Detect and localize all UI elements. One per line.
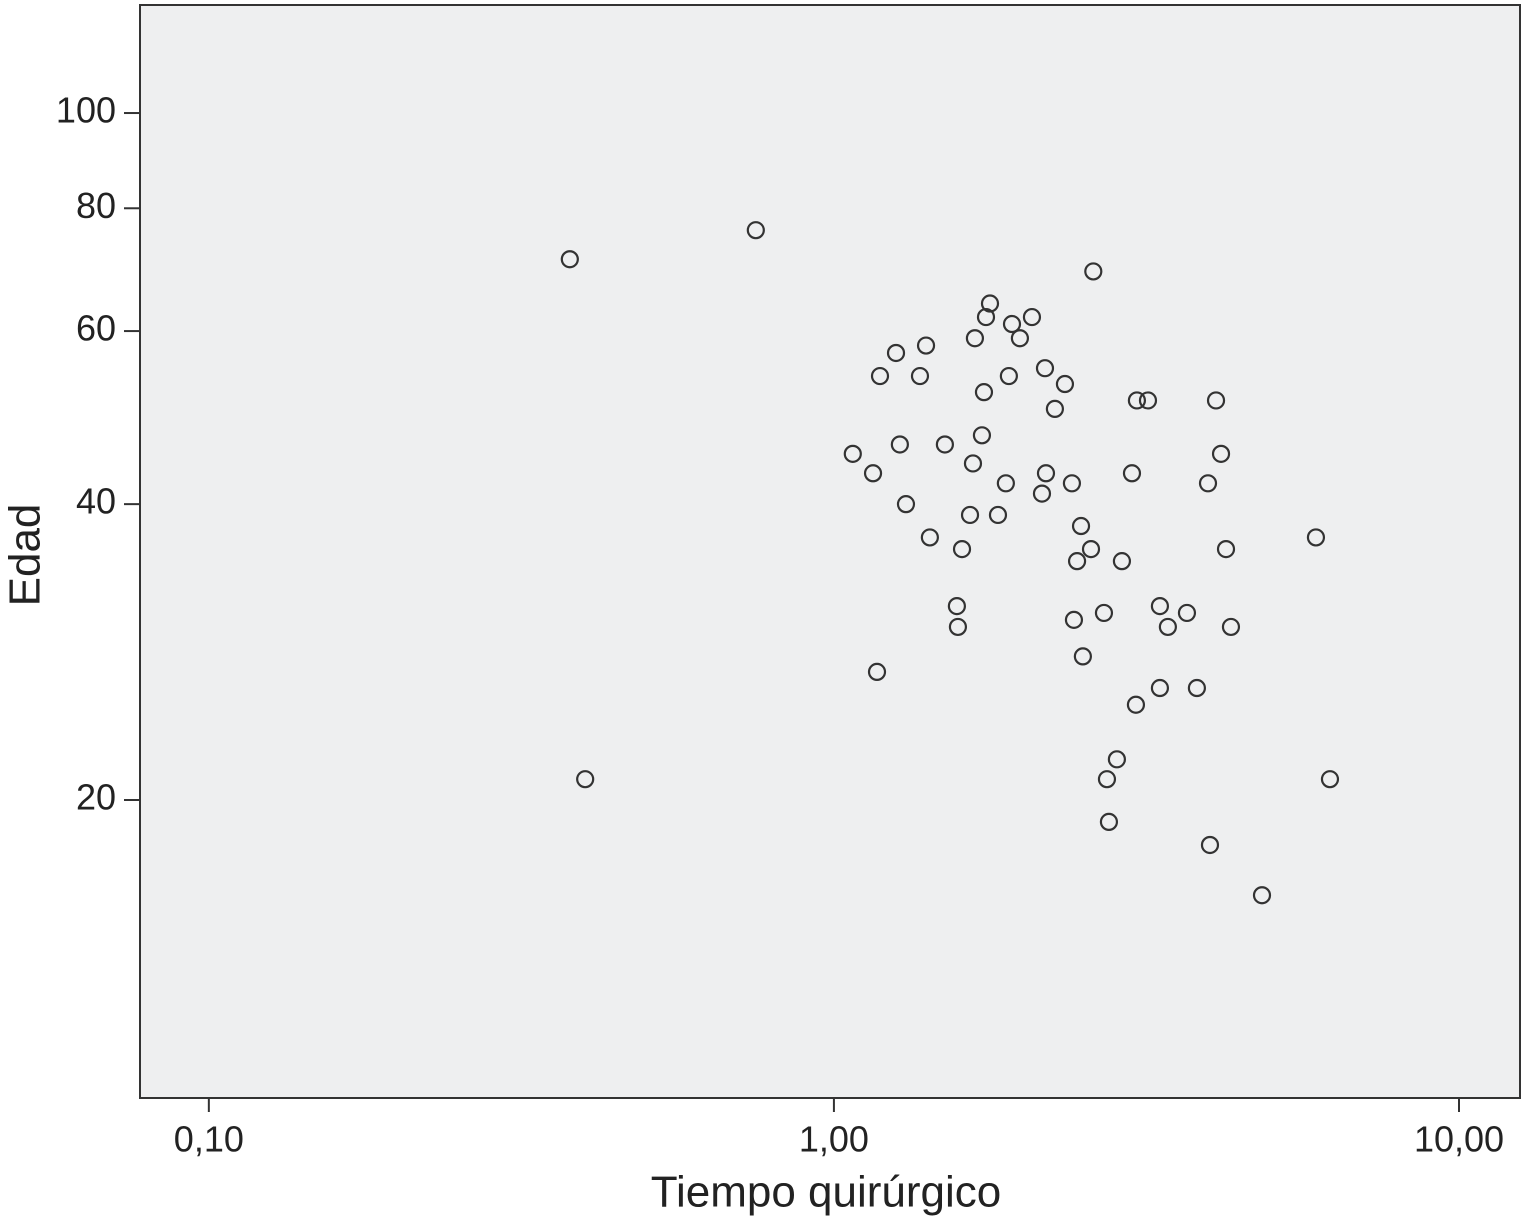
x-axis-title: Tiempo quirúrgico xyxy=(651,1168,1002,1217)
data-point xyxy=(1062,474,1082,493)
data-point xyxy=(890,435,909,454)
data-point xyxy=(896,495,916,514)
data-point xyxy=(1177,603,1197,623)
data-point xyxy=(886,343,906,363)
data-point xyxy=(863,464,883,483)
data-point xyxy=(1045,399,1065,418)
data-point xyxy=(963,454,983,473)
data-point xyxy=(948,617,968,637)
data-point xyxy=(947,597,966,616)
data-point xyxy=(972,426,992,445)
data-point xyxy=(1097,770,1117,789)
data-point xyxy=(1200,835,1220,855)
data-point xyxy=(1035,359,1055,378)
data-point xyxy=(1122,464,1142,483)
data-point xyxy=(988,505,1008,525)
data-point xyxy=(1081,540,1101,559)
data-point xyxy=(1064,610,1084,629)
data-point xyxy=(935,435,954,454)
data-point xyxy=(1094,603,1114,623)
data-point xyxy=(1126,695,1146,714)
data-point xyxy=(870,366,890,386)
data-point xyxy=(560,250,579,269)
data-point xyxy=(1198,474,1218,493)
data-point xyxy=(980,294,1000,313)
data-point xyxy=(960,505,980,525)
data-point xyxy=(1036,464,1056,483)
data-point xyxy=(1010,329,1030,348)
data-point xyxy=(952,540,972,559)
y-tick-label: 60 xyxy=(76,308,116,349)
data-point xyxy=(920,528,939,547)
data-point xyxy=(1073,647,1092,666)
data-point xyxy=(1071,516,1091,536)
data-point xyxy=(843,444,862,463)
data-point xyxy=(1107,750,1126,769)
data-point xyxy=(1211,444,1231,463)
data-point xyxy=(976,307,996,327)
data-point xyxy=(916,336,936,355)
data-point xyxy=(746,221,765,240)
data-point xyxy=(867,662,887,682)
data-point xyxy=(1032,484,1052,503)
x-tick-label: 10,00 xyxy=(1414,1119,1504,1160)
data-point xyxy=(1067,552,1087,571)
data-point xyxy=(999,366,1018,386)
data-point xyxy=(974,383,994,402)
data-point xyxy=(1138,391,1158,410)
data-point xyxy=(1320,770,1340,789)
data-point xyxy=(1002,314,1022,334)
y-tick-label: 80 xyxy=(76,185,116,226)
data-point xyxy=(965,329,985,348)
data-point xyxy=(1206,391,1226,410)
x-tick-label: 0,10 xyxy=(174,1119,244,1160)
y-axis-title: Edad xyxy=(1,504,50,607)
data-point xyxy=(1150,597,1170,616)
data-point xyxy=(1127,391,1147,410)
data-point xyxy=(1099,812,1119,831)
data-point xyxy=(1252,886,1272,905)
data-point xyxy=(1055,374,1075,394)
data-point xyxy=(1084,262,1103,281)
data-point xyxy=(1150,678,1170,698)
data-point xyxy=(1306,528,1326,547)
x-tick-label: 1,00 xyxy=(799,1119,869,1160)
data-point xyxy=(1158,617,1177,637)
data-point xyxy=(1187,678,1206,698)
y-tick-label: 40 xyxy=(76,481,116,522)
data-point xyxy=(1216,540,1236,559)
data-point xyxy=(1221,617,1241,637)
data-point xyxy=(576,770,595,789)
plot-area xyxy=(139,4,1521,1099)
data-point xyxy=(1112,552,1132,571)
data-point xyxy=(1022,307,1042,327)
data-point xyxy=(910,366,930,386)
y-tick-label: 20 xyxy=(76,777,116,818)
y-tick-label: 100 xyxy=(56,90,116,131)
data-point xyxy=(996,474,1015,493)
